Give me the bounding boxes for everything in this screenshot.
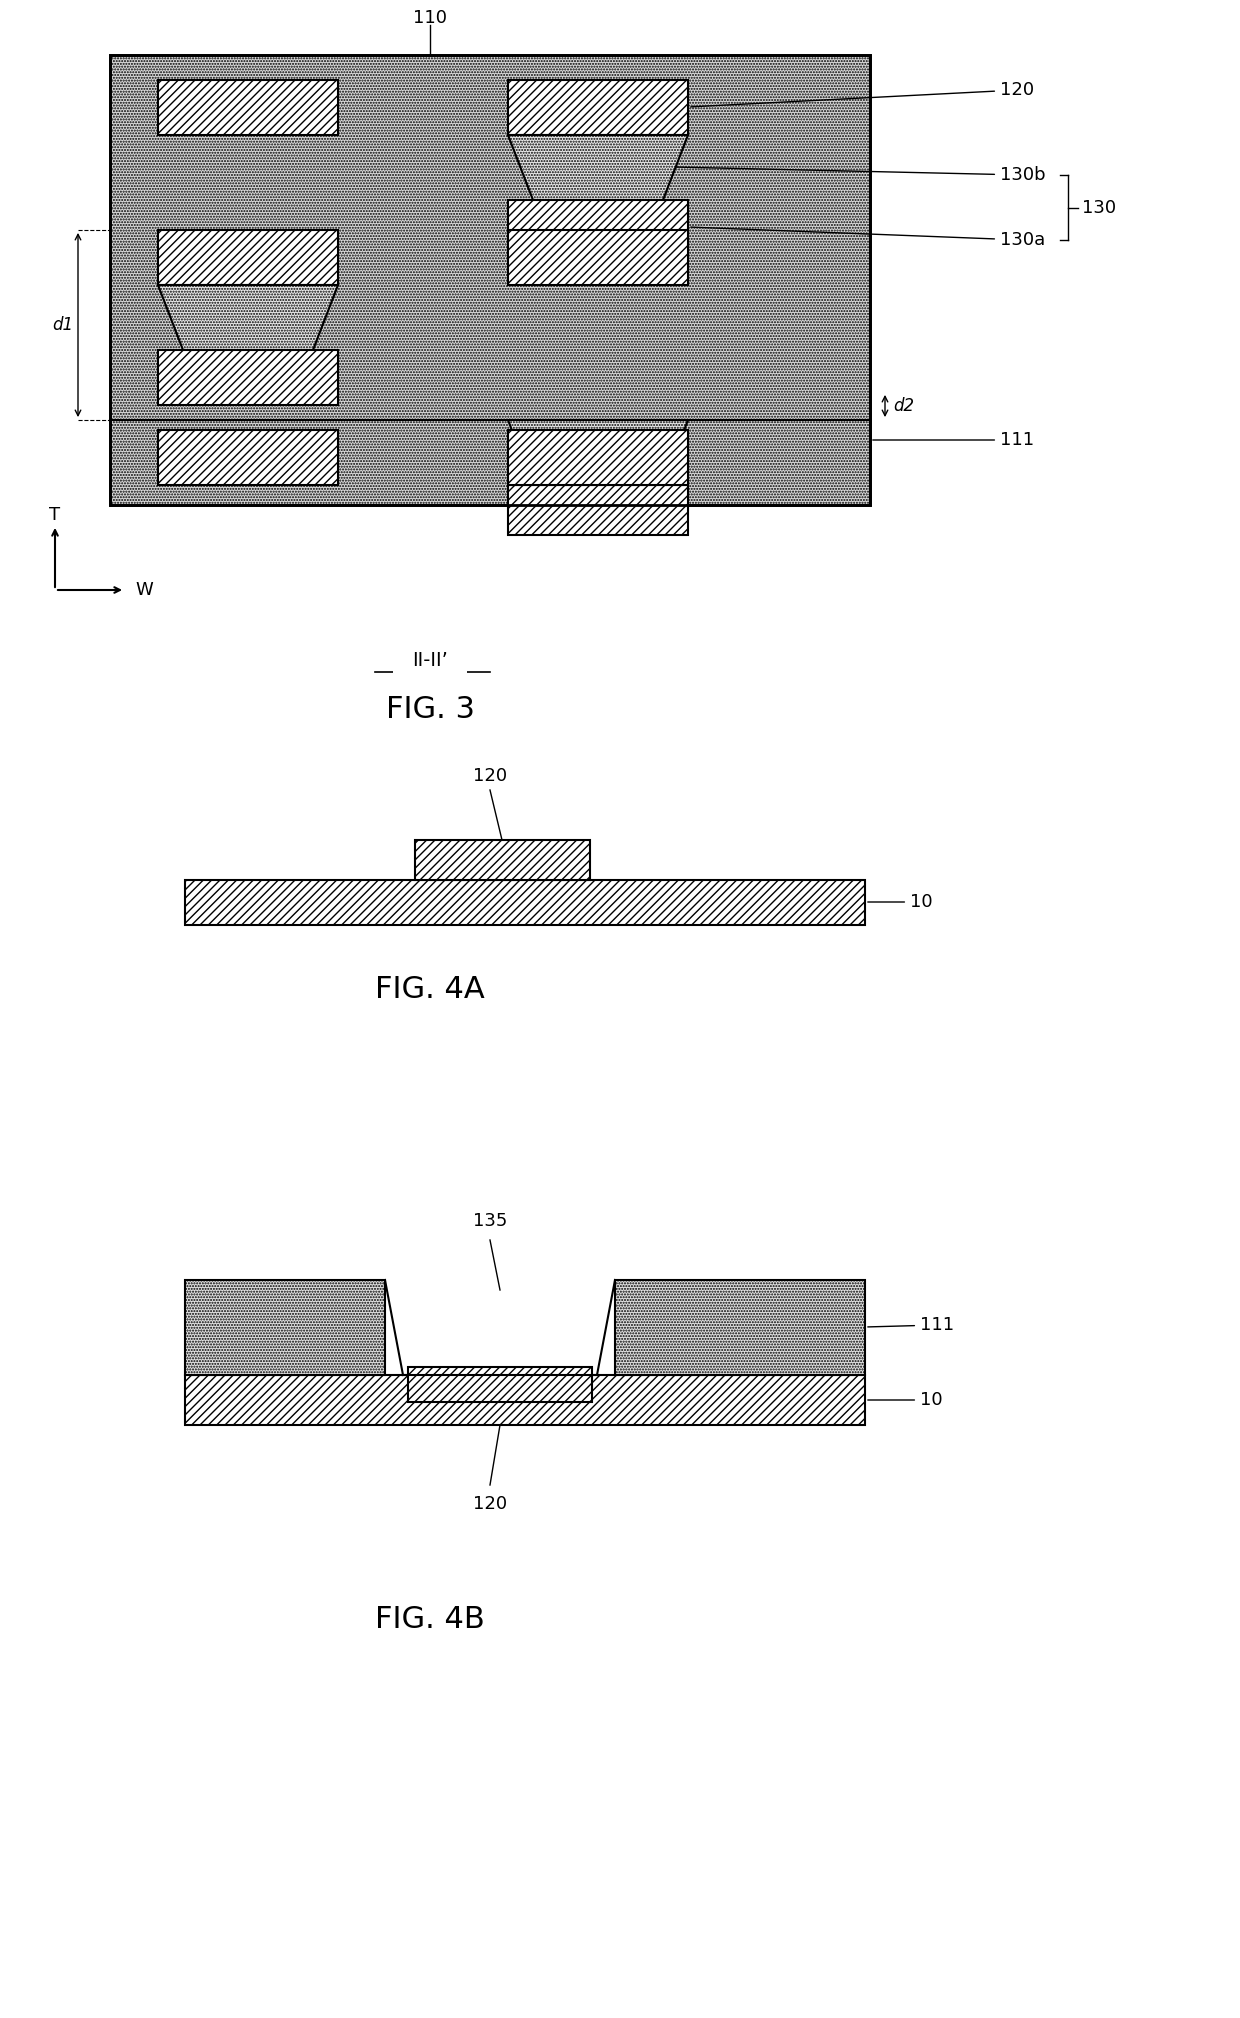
Text: 135: 135 <box>472 1213 507 1231</box>
Text: d1: d1 <box>52 317 73 335</box>
Text: 130b: 130b <box>676 165 1045 184</box>
Bar <box>408 1366 591 1403</box>
Bar <box>110 54 870 504</box>
Text: FIG. 4B: FIG. 4B <box>376 1606 485 1635</box>
Text: 111: 111 <box>873 432 1034 448</box>
Text: 10: 10 <box>868 1390 942 1409</box>
Polygon shape <box>508 135 688 200</box>
Bar <box>110 54 870 504</box>
Bar <box>157 349 339 406</box>
Bar <box>157 230 339 285</box>
Text: FIG. 3: FIG. 3 <box>386 696 475 724</box>
Bar <box>185 880 866 924</box>
Text: 130: 130 <box>1083 200 1116 218</box>
Bar <box>415 839 590 880</box>
Bar <box>157 81 339 135</box>
Text: FIG. 4A: FIG. 4A <box>376 975 485 1005</box>
Bar <box>508 200 688 254</box>
Bar <box>508 484 688 535</box>
Text: 120: 120 <box>691 81 1034 107</box>
Text: 10: 10 <box>868 894 932 910</box>
Bar <box>508 81 688 135</box>
Bar <box>157 430 339 484</box>
Bar <box>508 230 688 285</box>
Text: 120: 120 <box>472 767 507 785</box>
Bar <box>508 430 688 484</box>
Polygon shape <box>157 285 339 349</box>
Text: 111: 111 <box>868 1316 954 1334</box>
Bar <box>615 1279 866 1374</box>
Polygon shape <box>508 420 688 484</box>
Text: T: T <box>50 507 61 525</box>
Text: 130a: 130a <box>691 228 1045 248</box>
Text: d2: d2 <box>893 398 914 416</box>
Bar <box>185 1374 866 1425</box>
Text: 110: 110 <box>413 8 446 26</box>
Text: 120: 120 <box>472 1495 507 1514</box>
Bar <box>185 1279 384 1374</box>
Text: W: W <box>135 581 153 599</box>
Text: II-II’: II-II’ <box>412 650 448 670</box>
